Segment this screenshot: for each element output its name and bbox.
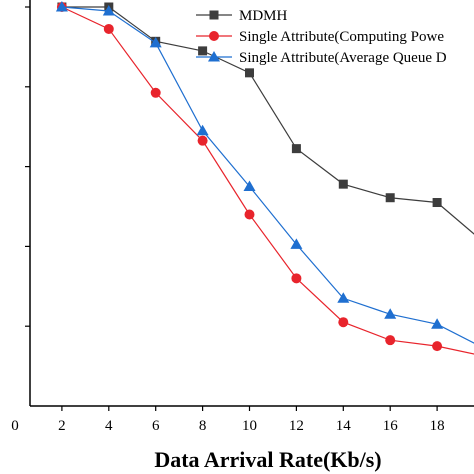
series-1-point-2: [150, 87, 161, 98]
series-2-point-0: [55, 1, 68, 12]
series-2-point-7: [384, 308, 397, 319]
x-tick-label-12: 12: [289, 418, 304, 434]
series-2-point-1: [102, 4, 115, 16]
x-axis-title: Data Arrival Rate(Kb/s): [154, 447, 381, 472]
legend-item-0: MDMH: [196, 8, 288, 24]
series-1-point-7: [385, 335, 396, 346]
x-tick-label-4: 4: [105, 418, 113, 434]
x-tick-label-0: 0: [11, 418, 19, 434]
series-2-point-4: [243, 180, 256, 192]
legend-item-1: Single Attribute(Computing Powe: [196, 29, 444, 45]
series-2-point-5: [290, 238, 303, 249]
series-2-point-3: [196, 124, 209, 136]
series-line-0: [61, 6, 474, 235]
x-tick-label-6: 6: [152, 418, 160, 434]
legend-marker-0: [209, 10, 219, 20]
series-0-point-6: [338, 179, 348, 189]
series-1-point-8: [432, 341, 443, 352]
x-tick-label-2: 2: [58, 418, 66, 434]
x-tick-label-18: 18: [430, 418, 445, 434]
series-1-point-3: [197, 135, 208, 146]
series-0-point-8: [432, 198, 442, 208]
series-0-point-4: [245, 68, 254, 78]
series-1: [56, 2, 474, 355]
series-0-point-3: [198, 46, 208, 56]
series-1-point-1: [103, 23, 114, 34]
series-2-point-8: [431, 318, 444, 329]
series-2-point-6: [337, 292, 350, 303]
legend-marker-2: [208, 51, 220, 62]
x-tick-label-14: 14: [336, 418, 352, 434]
series-line-1: [61, 6, 474, 355]
x-tick-label-8: 8: [199, 418, 207, 434]
x-tick-label-10: 10: [242, 418, 257, 434]
series-1-point-6: [338, 317, 349, 328]
legend-label-2: Single Attribute(Average Queue D: [239, 50, 447, 66]
series-2: [55, 1, 474, 344]
series-1-point-5: [291, 273, 302, 284]
legend-item-2: Single Attribute(Average Queue D: [196, 50, 447, 66]
legend-label-1: Single Attribute(Computing Powe: [239, 29, 444, 45]
series-1-point-4: [244, 209, 255, 220]
legend-label-0: MDMH: [239, 8, 288, 24]
series-line-2: [61, 6, 474, 344]
legend-marker-1: [209, 31, 219, 41]
series-2-point-2: [149, 36, 162, 48]
x-tick-label-16: 16: [383, 418, 399, 434]
series-0-point-5: [291, 144, 301, 154]
series-0-point-7: [385, 193, 395, 203]
